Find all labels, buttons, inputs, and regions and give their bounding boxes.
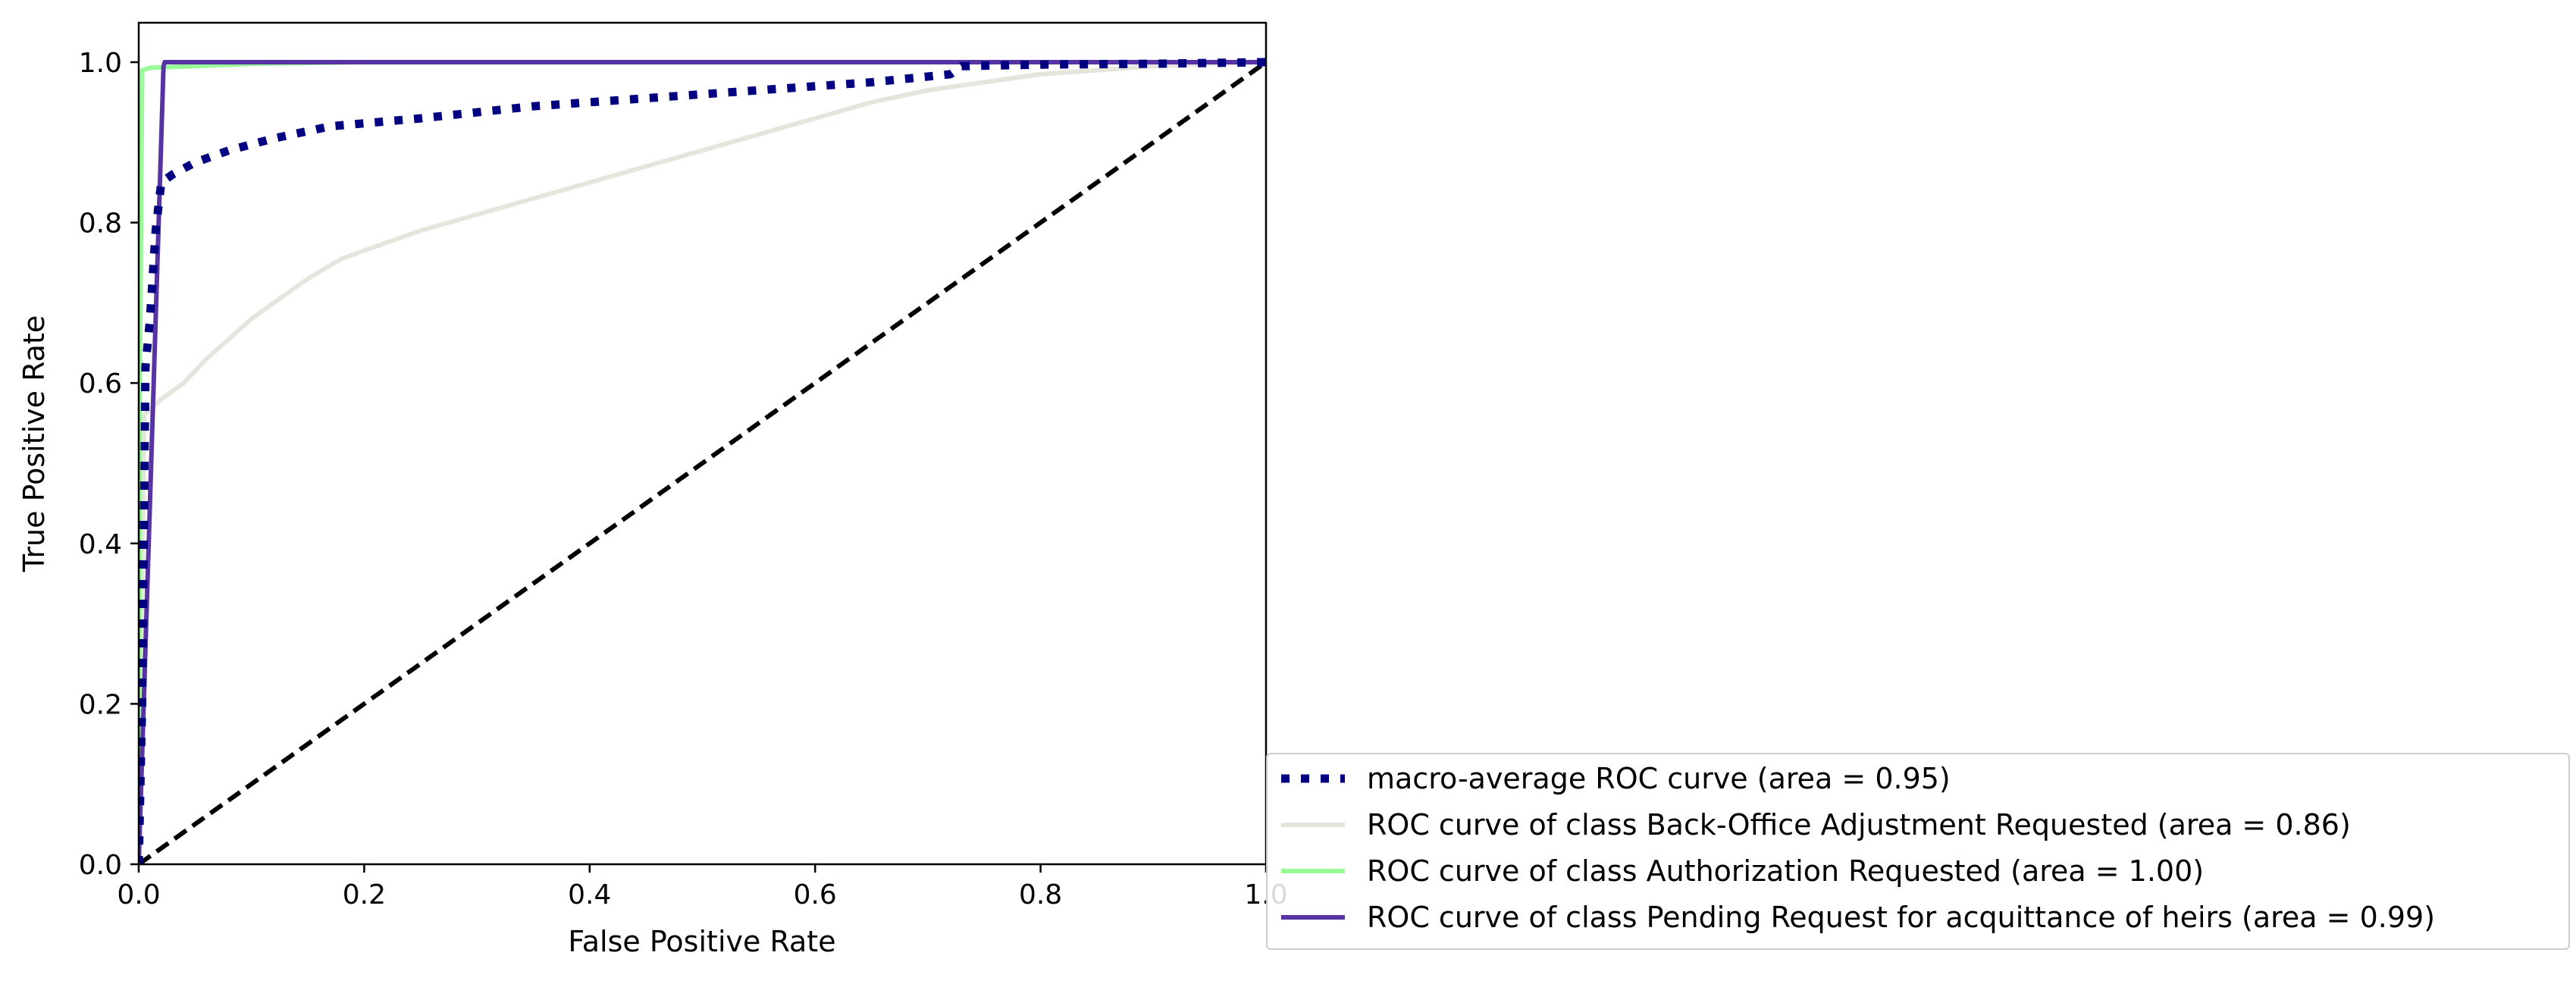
y-tick-label: 0.6 <box>79 368 122 400</box>
x-tick-label: 0.0 <box>117 879 160 910</box>
y-tick-label: 0.8 <box>79 208 122 240</box>
chance-diagonal-line <box>139 60 1266 864</box>
legend-item-authorization: ROC curve of class Authorization Request… <box>1281 854 2204 888</box>
x-tick-label: 0.6 <box>794 879 837 910</box>
y-axis-label: True Positive Rate <box>17 315 51 573</box>
legend-item-macro-average: macro-average ROC curve (area = 0.95) <box>1281 762 1951 795</box>
y-tick-label: 0.4 <box>79 529 122 560</box>
plot-frame <box>137 21 1268 866</box>
legend-label: macro-average ROC curve (area = 0.95) <box>1367 762 1951 795</box>
macro-average-roc-line <box>139 58 1266 864</box>
roc-line-pending-request <box>139 60 1266 864</box>
y-tick-label: 0.0 <box>79 850 122 881</box>
legend-label: ROC curve of class Pending Request for a… <box>1367 901 2435 934</box>
y-tick-label: 1.0 <box>79 48 122 79</box>
legend-item-pending-request: ROC curve of class Pending Request for a… <box>1281 901 2435 934</box>
y-tick-label: 0.2 <box>79 689 122 720</box>
legend-item-back-office: ROC curve of class Back-Office Adjustmen… <box>1281 808 2351 842</box>
legend-label: ROC curve of class Back-Office Adjustmen… <box>1367 808 2351 842</box>
x-axis-label: False Positive Rate <box>568 925 835 958</box>
roc-line-back-office <box>139 60 1266 864</box>
x-tick-label: 0.8 <box>1019 879 1062 910</box>
x-tick-label: 0.4 <box>568 879 611 910</box>
x-tick-label: 0.2 <box>343 879 386 910</box>
legend-label: ROC curve of class Authorization Request… <box>1367 854 2204 888</box>
legend-box <box>1266 753 2570 950</box>
legend: macro-average ROC curve (area = 0.95) ROC… <box>1266 753 2570 950</box>
